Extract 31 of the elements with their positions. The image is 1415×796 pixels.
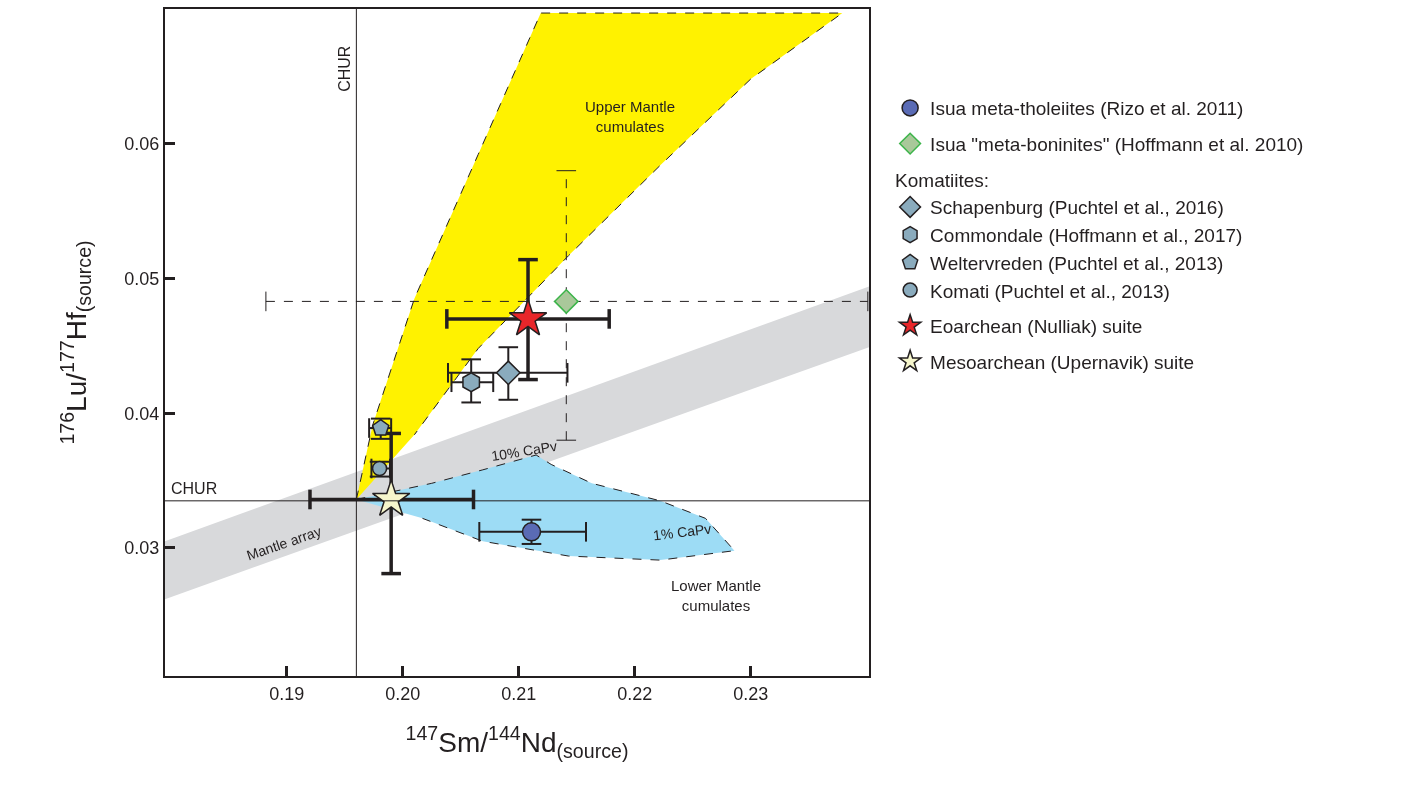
annotation: Lower Mantle cumulates — [671, 577, 762, 614]
legend-label: Weltervreden (Puchtel et al., 2013) — [930, 252, 1224, 274]
legend-label: Eoarchean (Nulliak) suite — [930, 316, 1143, 338]
ref-line-label: CHUR — [171, 480, 218, 497]
point — [462, 372, 481, 393]
legend-label: Komati (Puchtel et al., 2013) — [930, 280, 1170, 302]
ref-line-label: CHUR — [335, 45, 353, 92]
x-axis-title: $^{147}$Sm/$^{144}$Nd$_{(source)}$ — [405, 722, 629, 763]
annotation: Upper Mantle cumulates — [585, 98, 676, 135]
point — [495, 360, 521, 386]
x-tick-label: 0.20 — [385, 683, 421, 704]
annotation: 10% CaPv — [490, 437, 559, 465]
legend-label: Mesoarchean (Upernavik) suite — [930, 351, 1195, 373]
point — [371, 479, 411, 517]
annotation: Mantle array — [244, 522, 324, 564]
point — [553, 288, 579, 314]
y-tick-label: 0.04 — [124, 403, 160, 424]
y-tick-label: 0.06 — [124, 134, 160, 155]
x-tick-label: 0.21 — [501, 683, 537, 704]
x-tick-label: 0.22 — [617, 683, 653, 704]
y-tick-label: 0.05 — [124, 268, 160, 289]
legend-label: Isua meta-tholeiites (Rizo et al. 2011) — [930, 98, 1244, 120]
text: Komatiites: — [895, 169, 990, 191]
legend-label: Commondale (Hoffmann et al., 2017) — [930, 225, 1243, 247]
point — [508, 298, 548, 336]
annotation: 1% CaPv — [652, 520, 713, 544]
legend-label: Isua "meta-boninites" (Hoffmann et al. 2010) — [930, 134, 1304, 155]
y-tick-label: 0.03 — [124, 538, 160, 559]
x-tick-label: 0.19 — [269, 683, 305, 704]
x-tick-label: 0.23 — [733, 683, 769, 704]
legend-label: Schapenburg (Puchtel et al., 2016) — [930, 197, 1224, 219]
